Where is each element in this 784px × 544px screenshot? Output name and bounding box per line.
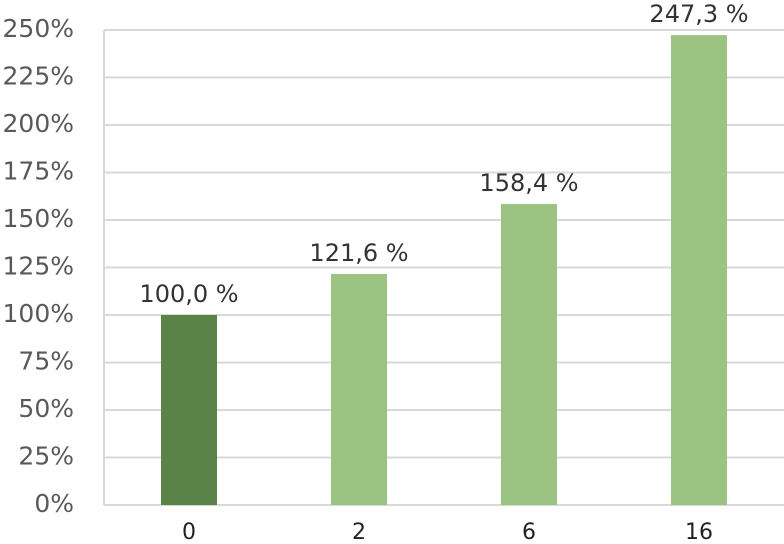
y-tick-label: 50% — [18, 394, 74, 423]
y-tick-label: 100% — [3, 299, 74, 328]
y-tick-label: 0% — [34, 489, 74, 518]
y-tick-label: 175% — [3, 157, 74, 186]
value-label: 247,3 % — [649, 0, 748, 28]
y-tick-label: 250% — [3, 14, 74, 43]
value-label: 158,4 % — [479, 169, 578, 197]
y-tick-label: 75% — [18, 347, 74, 376]
x-tick-label: 2 — [352, 520, 366, 544]
y-tick-label: 150% — [3, 204, 74, 233]
bar — [501, 204, 557, 506]
value-label: 100,0 % — [139, 280, 238, 308]
bar — [331, 273, 387, 505]
x-tick-label: 0 — [182, 520, 196, 544]
y-tick-label: 25% — [18, 442, 74, 471]
bar — [161, 315, 217, 505]
bar — [671, 35, 727, 505]
x-tick-label: 6 — [522, 520, 536, 544]
y-tick-label: 225% — [3, 62, 74, 91]
y-tick-label: 200% — [3, 109, 74, 138]
y-tick-label: 125% — [3, 252, 74, 281]
value-label: 121,6 % — [309, 239, 408, 267]
x-tick-label: 16 — [685, 520, 713, 544]
